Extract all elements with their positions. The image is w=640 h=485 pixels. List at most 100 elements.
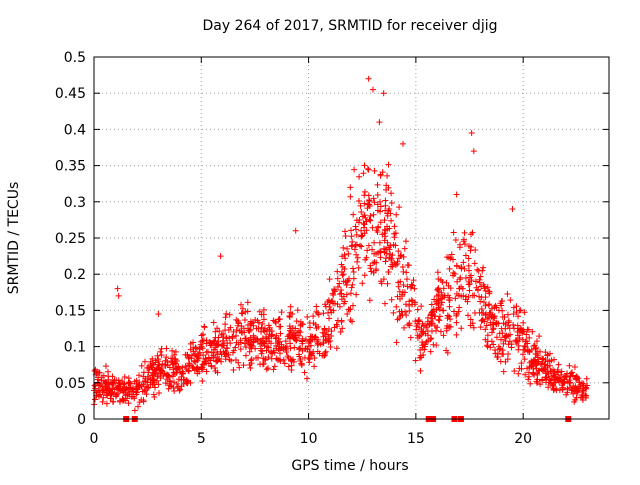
data-point bbox=[260, 306, 267, 313]
data-point bbox=[177, 386, 184, 393]
data-point bbox=[521, 309, 528, 316]
data-point bbox=[392, 262, 399, 269]
data-point bbox=[244, 308, 251, 315]
data-point bbox=[547, 350, 554, 357]
y-tick-label: 0 bbox=[77, 412, 86, 428]
data-point bbox=[358, 233, 365, 240]
data-point bbox=[580, 380, 587, 387]
data-point bbox=[196, 368, 203, 375]
data-point bbox=[121, 374, 128, 381]
data-point bbox=[573, 375, 580, 382]
data-point bbox=[293, 337, 300, 344]
data-point bbox=[268, 355, 275, 362]
data-point bbox=[488, 329, 495, 336]
data-point bbox=[479, 316, 486, 323]
data-point bbox=[322, 348, 329, 355]
data-point bbox=[380, 276, 387, 283]
data-point-peak bbox=[380, 90, 387, 97]
data-point bbox=[159, 360, 166, 367]
data-point bbox=[465, 262, 472, 269]
data-point bbox=[171, 351, 178, 358]
data-point bbox=[366, 297, 373, 304]
data-point bbox=[492, 302, 499, 309]
data-point bbox=[386, 246, 393, 253]
data-point bbox=[531, 357, 538, 364]
data-point bbox=[338, 318, 345, 325]
data-point bbox=[296, 346, 303, 353]
data-point bbox=[371, 239, 378, 246]
y-tick-label: 0.5 bbox=[64, 50, 86, 66]
data-point bbox=[211, 364, 218, 371]
data-point bbox=[421, 343, 428, 350]
data-point bbox=[544, 362, 551, 369]
data-point bbox=[135, 403, 142, 410]
y-tick-label: 0.1 bbox=[64, 340, 86, 356]
data-point bbox=[258, 311, 265, 318]
data-point bbox=[504, 290, 511, 297]
data-point bbox=[369, 246, 376, 253]
data-point bbox=[337, 291, 344, 298]
data-point bbox=[291, 344, 298, 351]
data-point bbox=[428, 310, 435, 317]
data-point bbox=[380, 245, 387, 252]
data-point bbox=[330, 292, 337, 299]
data-point bbox=[531, 360, 538, 367]
data-point bbox=[116, 397, 123, 404]
data-point bbox=[361, 192, 368, 199]
data-point bbox=[478, 294, 485, 301]
data-point bbox=[394, 316, 401, 323]
data-point bbox=[536, 333, 543, 340]
data-point bbox=[505, 319, 512, 326]
data-point bbox=[155, 381, 162, 388]
data-point bbox=[382, 255, 389, 262]
data-point bbox=[505, 322, 512, 329]
data-point bbox=[419, 344, 426, 351]
data-point bbox=[499, 307, 506, 314]
data-point bbox=[361, 162, 368, 169]
data-point bbox=[353, 241, 360, 248]
data-point bbox=[351, 166, 358, 173]
data-point bbox=[287, 303, 294, 310]
data-point bbox=[476, 293, 483, 300]
data-point bbox=[356, 173, 363, 180]
data-point bbox=[96, 369, 103, 376]
data-point bbox=[173, 380, 180, 387]
data-point bbox=[553, 387, 560, 394]
data-point bbox=[382, 207, 389, 214]
data-point bbox=[327, 306, 334, 313]
data-point bbox=[385, 161, 392, 168]
data-point bbox=[465, 294, 472, 301]
data-point bbox=[275, 356, 282, 363]
data-point-peak bbox=[369, 86, 376, 93]
data-point bbox=[281, 360, 288, 367]
data-point bbox=[310, 313, 317, 320]
data-point bbox=[306, 324, 313, 331]
data-point bbox=[579, 395, 586, 402]
data-point bbox=[169, 373, 176, 380]
data-point bbox=[171, 388, 178, 395]
data-point bbox=[526, 334, 533, 341]
x-axis-label: GPS time / hours bbox=[291, 458, 408, 474]
data-point bbox=[490, 341, 497, 348]
data-point bbox=[200, 352, 207, 359]
data-point bbox=[162, 380, 169, 387]
data-point bbox=[307, 336, 314, 343]
data-point bbox=[457, 274, 464, 281]
data-point bbox=[248, 320, 255, 327]
data-point bbox=[377, 171, 384, 178]
data-point bbox=[182, 363, 189, 370]
data-point bbox=[465, 281, 472, 288]
data-point bbox=[388, 296, 395, 303]
data-point bbox=[523, 338, 530, 345]
data-point-peak bbox=[470, 148, 477, 155]
data-point bbox=[344, 245, 351, 252]
data-point bbox=[436, 317, 443, 324]
data-point bbox=[120, 381, 127, 388]
data-point bbox=[545, 371, 552, 378]
data-point bbox=[374, 191, 381, 198]
data-point bbox=[450, 308, 457, 315]
data-point bbox=[347, 290, 354, 297]
data-point bbox=[582, 385, 589, 392]
data-point bbox=[345, 250, 352, 257]
data-point bbox=[468, 231, 475, 238]
